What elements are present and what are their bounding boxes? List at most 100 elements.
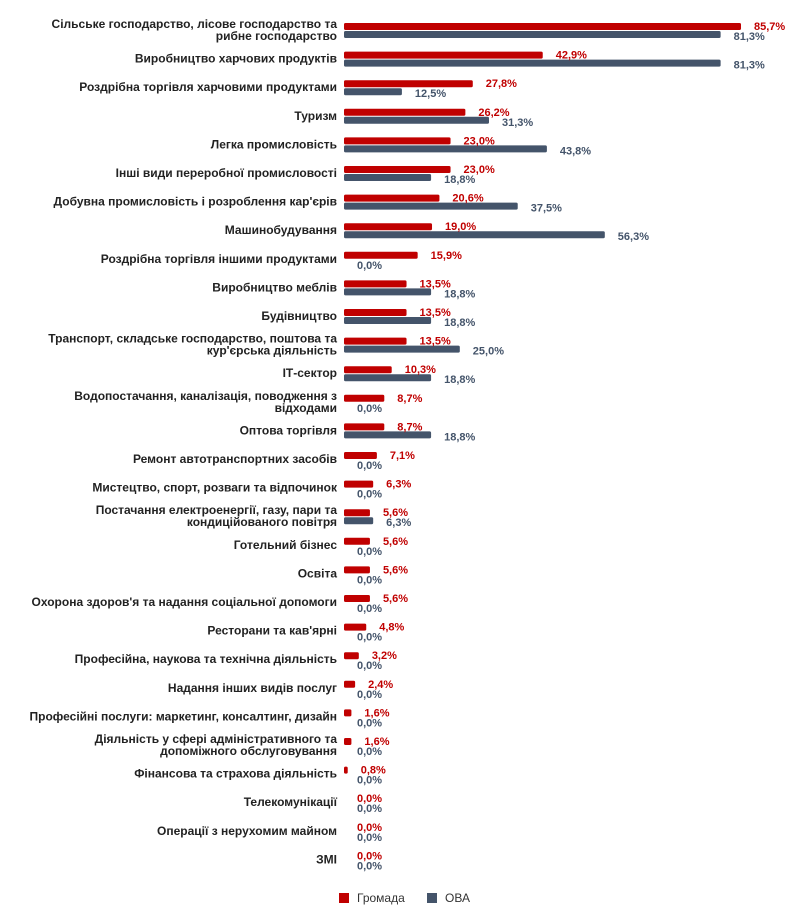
- value-label-hromada: 26,2%: [478, 107, 509, 119]
- value-label-ova: 81,3%: [734, 60, 765, 72]
- category-label-line: допоміжного обслуговування: [160, 744, 337, 758]
- category-label: Виробництво харчових продуктів: [135, 52, 337, 66]
- category-label-line: Професійна, наукова та технічна діяльніс…: [75, 652, 337, 666]
- value-label-hromada: 7,1%: [390, 450, 415, 462]
- category-label: Мистецтво, спорт, розваги та відпочинок: [92, 481, 338, 495]
- bar-hromada: [344, 738, 352, 745]
- value-label-ova: 0,0%: [357, 746, 382, 758]
- value-label-ova: 43,8%: [560, 145, 591, 157]
- category-label-line: Постачання електроенергії, газу, пари та: [96, 503, 338, 517]
- category-label-line: Роздрібна торгівля іншими продуктами: [101, 252, 337, 266]
- value-label-hromada: 5,6%: [383, 564, 408, 576]
- category-label-line: відходами: [275, 401, 337, 415]
- category-label-line: Оптова торгівля: [240, 423, 337, 437]
- bar-hromada: [344, 137, 451, 145]
- value-label-ova: 0,0%: [357, 546, 382, 558]
- bar-hromada: [344, 337, 407, 345]
- value-label-ova: 0,0%: [357, 660, 382, 672]
- value-label-ova: 18,8%: [444, 431, 475, 443]
- bar-hromada: [344, 566, 370, 574]
- bar-hromada: [344, 108, 466, 116]
- category-label: Сільське господарство, лісове господарст…: [52, 17, 338, 43]
- value-label-hromada: 0,0%: [357, 793, 382, 805]
- value-label-hromada: 13,5%: [420, 307, 451, 319]
- category-label: Ресторани та кав'ярні: [207, 624, 337, 638]
- value-label-ova: 18,8%: [444, 374, 475, 386]
- bar-ova: [344, 374, 432, 382]
- value-label-hromada: 20,6%: [452, 193, 483, 205]
- category-label-line: Машинобудування: [225, 223, 337, 237]
- value-label-ova: 0,0%: [357, 632, 382, 644]
- bar-ova: [344, 231, 605, 239]
- category-label: ІТ-сектор: [283, 366, 337, 380]
- value-label-ova: 6,3%: [386, 517, 411, 529]
- value-label-hromada: 4,8%: [379, 622, 404, 634]
- category-label-line: Ремонт автотранспортних засобів: [133, 452, 337, 466]
- category-label: Водопостачання, каналізація, поводження …: [74, 389, 337, 415]
- bar-ova: [344, 202, 518, 210]
- category-label-line: Операції з нерухомим майном: [157, 824, 337, 838]
- category-label-line: Транспорт, складське господарство, пошто…: [48, 332, 337, 346]
- bar-hromada: [344, 423, 385, 431]
- bar-hromada: [344, 595, 370, 602]
- category-label: ЗМІ: [316, 852, 337, 866]
- category-label: Фінансова та страхова діяльність: [134, 767, 337, 781]
- category-label: Телекомунікації: [244, 795, 338, 809]
- bar-ova: [344, 431, 432, 439]
- value-label-hromada: 13,5%: [420, 336, 451, 348]
- value-label-hromada: 42,9%: [556, 50, 587, 62]
- bar-hromada: [344, 51, 543, 59]
- category-label-line: Професійні послуги: маркетинг, консалтин…: [30, 709, 338, 723]
- value-label-hromada: 3,2%: [372, 650, 397, 662]
- bar-hromada: [344, 509, 370, 517]
- bar-ova: [344, 317, 432, 324]
- bar-hromada: [344, 766, 348, 774]
- bar-hromada: [344, 251, 418, 259]
- category-label-line: Сільське господарство, лісове господарст…: [52, 17, 338, 31]
- legend-swatch-ova: [427, 893, 437, 903]
- value-label-ova: 0,0%: [357, 803, 382, 815]
- bar-ova: [344, 88, 402, 96]
- value-label-ova: 0,0%: [357, 775, 382, 787]
- bar-hromada: [344, 23, 741, 30]
- category-label: Оптова торгівля: [240, 423, 337, 437]
- category-label: Добувна промисловість і розроблення кар'…: [54, 195, 337, 209]
- category-label-line: Ресторани та кав'ярні: [207, 624, 337, 638]
- category-label-line: Мистецтво, спорт, розваги та відпочинок: [92, 481, 338, 495]
- value-label-ova: 0,0%: [357, 460, 382, 472]
- category-label-line: Виробництво харчових продуктів: [135, 52, 337, 66]
- bar-ova: [344, 174, 432, 181]
- bar-ova: [344, 517, 374, 525]
- value-label-ova: 56,3%: [618, 231, 649, 243]
- value-label-hromada: 85,7%: [754, 21, 785, 33]
- value-label-hromada: 13,5%: [420, 278, 451, 290]
- value-label-hromada: 5,6%: [383, 536, 408, 548]
- category-label: Операції з нерухомим майном: [157, 824, 337, 838]
- value-label-ova: 12,5%: [415, 88, 446, 100]
- category-label: Будівництво: [261, 309, 337, 323]
- value-label-ova: 37,5%: [531, 203, 562, 215]
- category-label-line: Добувна промисловість і розроблення кар'…: [54, 195, 337, 209]
- bar-hromada: [344, 709, 352, 717]
- value-label-ova: 18,8%: [444, 174, 475, 186]
- category-label-line: Освіта: [298, 566, 338, 580]
- category-label-line: Фінансова та страхова діяльність: [134, 767, 337, 781]
- bar-hromada: [344, 680, 356, 688]
- bar-hromada: [344, 452, 377, 459]
- value-label-hromada: 1,6%: [364, 707, 389, 719]
- value-label-ova: 0,0%: [357, 403, 382, 415]
- bar-ova: [344, 288, 432, 296]
- category-labels: Сільське господарство, лісове господарст…: [30, 17, 338, 866]
- value-label-hromada: 1,6%: [364, 736, 389, 748]
- category-label-line: Виробництво меблів: [212, 280, 337, 294]
- value-label-ova: 25,0%: [473, 346, 504, 358]
- category-label: Машинобудування: [225, 223, 337, 237]
- category-label: Інші види переробної промисловості: [116, 166, 337, 180]
- value-labels: 85,7%81,3%42,9%81,3%27,8%12,5%26,2%31,3%…: [357, 21, 785, 872]
- bar-hromada: [344, 80, 473, 88]
- category-label: Професійна, наукова та технічна діяльніс…: [75, 652, 337, 666]
- bar-hromada: [344, 394, 385, 402]
- value-label-hromada: 6,3%: [386, 479, 411, 491]
- value-label-hromada: 5,6%: [383, 507, 408, 519]
- category-label: Легка промисловість: [211, 137, 337, 151]
